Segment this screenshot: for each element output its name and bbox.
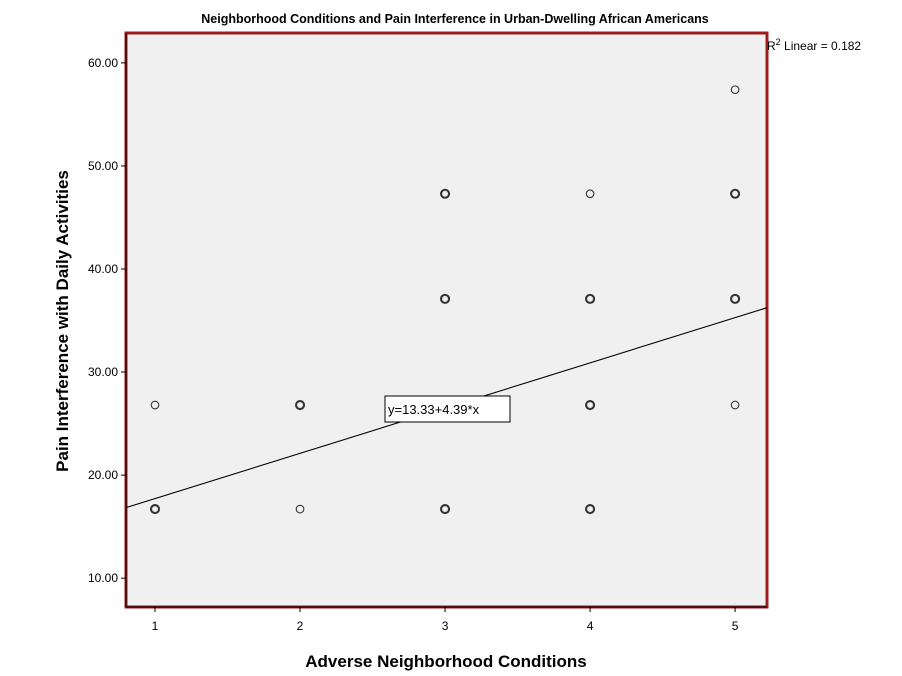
x-tick-label: 5 — [732, 619, 739, 633]
equation-label-text: y=13.33+4.39*x — [388, 402, 480, 417]
data-point — [294, 399, 306, 411]
chart-title: Neighborhood Conditions and Pain Interfe… — [201, 12, 709, 26]
x-tick-label: 4 — [587, 619, 594, 633]
y-tick-label: 20.00 — [88, 468, 118, 482]
y-ticks: 10.00 20.00 30.00 40.00 50.00 60.00 — [88, 56, 126, 585]
data-point — [439, 188, 451, 199]
equation-label: y=13.33+4.39*x — [384, 395, 511, 423]
y-tick-label: 60.00 — [88, 56, 118, 70]
r2-label-rest: Linear = 0.182 — [781, 39, 862, 53]
data-point — [295, 504, 305, 514]
y-tick-label: 30.00 — [88, 365, 118, 379]
y-tick-label: 10.00 — [88, 571, 118, 585]
data-point — [730, 188, 741, 199]
data-point — [730, 85, 740, 95]
plot-area — [124, 31, 769, 609]
data-points — [149, 85, 741, 515]
x-tick-label: 2 — [297, 619, 304, 633]
data-point — [149, 504, 161, 515]
data-point — [439, 504, 451, 515]
x-tick-label: 3 — [442, 619, 449, 633]
data-point — [585, 189, 595, 199]
r2-label-r: R — [767, 39, 776, 53]
x-axis-title: Adverse Neighborhood Conditions — [305, 652, 586, 671]
data-point — [150, 400, 160, 410]
data-point — [585, 399, 596, 411]
y-axis-title: Pain Interference with Daily Activities — [53, 170, 72, 472]
data-point — [585, 293, 596, 304]
equation-label-box — [384, 395, 511, 423]
data-point — [439, 293, 451, 304]
x-tick-label: 1 — [152, 619, 159, 633]
y-tick-label: 50.00 — [88, 159, 118, 173]
y-tick-label: 40.00 — [88, 262, 118, 276]
data-point — [730, 400, 740, 410]
x-ticks: 1 2 3 4 5 — [152, 607, 739, 633]
r2-label-sup: 2 — [776, 37, 781, 47]
data-point — [585, 504, 596, 515]
r2-label: R2 Linear = 0.182 — [767, 37, 861, 53]
data-point — [730, 293, 741, 304]
